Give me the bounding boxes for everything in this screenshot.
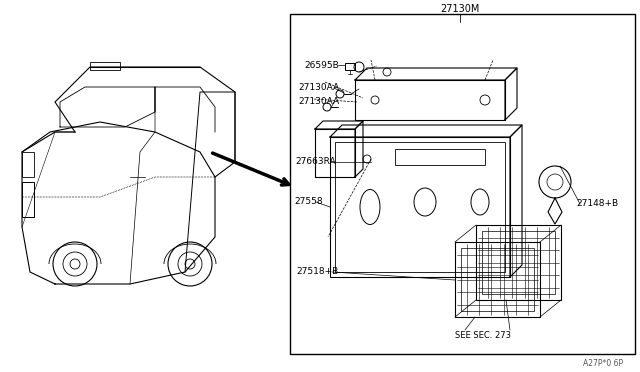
Bar [395,149,485,165]
Bar [22,182,34,217]
Bar [335,142,505,272]
Text: 26595B: 26595B [304,61,339,70]
Bar [315,129,355,177]
Text: 27518+B: 27518+B [296,267,339,276]
Bar [90,62,120,70]
Bar [355,80,505,120]
Bar [482,231,555,294]
Text: 27130M: 27130M [440,4,480,14]
Bar [455,242,540,317]
Bar [290,14,635,354]
Bar [22,152,34,177]
Text: 27148+B: 27148+B [576,199,618,208]
Bar [345,63,355,70]
Text: 27130AA: 27130AA [298,97,339,106]
Text: 27558: 27558 [294,198,323,206]
Bar [476,225,561,300]
Bar [330,137,510,277]
Text: SEE SEC. 273: SEE SEC. 273 [455,331,511,340]
Text: A27P*0 6P: A27P*0 6P [583,359,623,369]
Text: 27130AA: 27130AA [298,83,339,93]
Text: 27663RA: 27663RA [295,157,335,167]
Bar [461,248,534,311]
